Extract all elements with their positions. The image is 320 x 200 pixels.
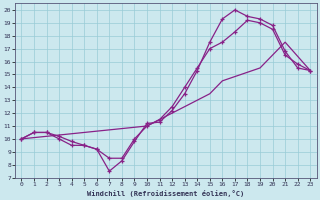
X-axis label: Windchill (Refroidissement éolien,°C): Windchill (Refroidissement éolien,°C)	[87, 190, 244, 197]
